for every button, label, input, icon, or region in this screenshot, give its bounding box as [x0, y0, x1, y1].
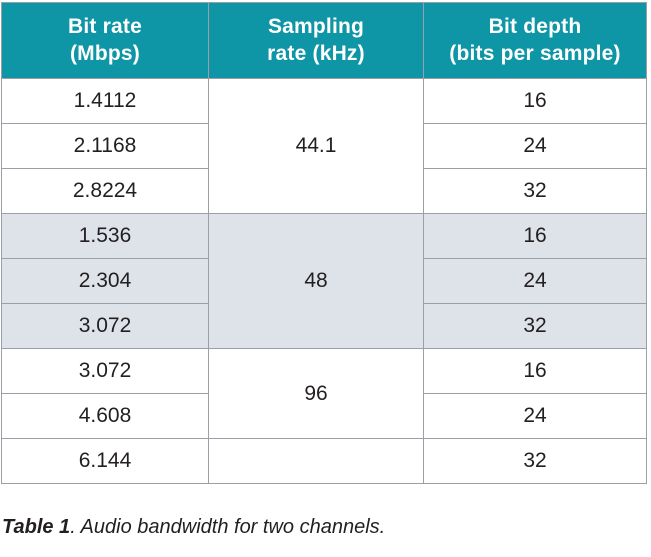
table-row: 2.304 24 [1, 258, 647, 304]
cell-bit-depth: 16 [423, 78, 647, 124]
table-caption: Table 1. Audio bandwidth for two channel… [2, 516, 385, 539]
cell-bit-depth: 16 [423, 213, 647, 259]
table-row: 2.1168 24 [1, 123, 647, 169]
cell-bit-rate: 3.072 [1, 348, 209, 394]
column-header-bit-depth: Bit depth (bits per sample) [423, 2, 647, 79]
table-row: 1.536 48 16 [1, 213, 647, 349]
cell-bit-depth: 24 [423, 393, 647, 439]
table-row: 3.072 96 16 [1, 348, 647, 439]
cell-bit-rate: 6.144 [1, 438, 209, 484]
cell-bit-depth: 24 [423, 123, 647, 169]
cell-bit-rate: 3.072 [1, 303, 209, 349]
cell-bit-depth: 32 [423, 303, 647, 349]
cell-bit-rate: 4.608 [1, 393, 209, 439]
cell-sampling-rate: 96 [208, 348, 424, 439]
cell-bit-rate: 1.536 [1, 213, 209, 259]
cell-sampling-rate: 48 [208, 213, 424, 349]
column-header-sampling-rate: Sampling rate (kHz) [208, 2, 424, 79]
table-row: 4.608 24 [1, 393, 647, 439]
cell-sampling-rate: 44.1 [208, 78, 424, 214]
cell-sampling-rate-empty [208, 438, 424, 484]
table-caption-text: . Audio bandwidth for two channels. [70, 516, 386, 538]
cell-bit-rate: 1.4112 [1, 78, 209, 124]
cell-bit-depth: 16 [423, 348, 647, 394]
table-caption-label: Table 1 [2, 516, 71, 538]
cell-bit-depth: 24 [423, 258, 647, 304]
table-row: 1.4112 44.1 16 [1, 78, 647, 214]
cell-bit-depth: 32 [423, 168, 647, 214]
cell-bit-depth: 32 [423, 438, 647, 484]
table-row: 6.144 32 [1, 438, 647, 484]
cell-bit-rate: 2.8224 [1, 168, 209, 214]
cell-bit-rate: 2.304 [1, 258, 209, 304]
cell-bit-rate: 2.1168 [1, 123, 209, 169]
table-row: 2.8224 32 [1, 168, 647, 214]
table-header-row: Bit rate (Mbps) Sampling rate (kHz) Bit … [1, 2, 647, 79]
column-header-bit-rate: Bit rate (Mbps) [1, 2, 209, 79]
table-row: 3.072 32 [1, 303, 647, 349]
audio-bandwidth-table: Bit rate (Mbps) Sampling rate (kHz) Bit … [1, 2, 647, 484]
